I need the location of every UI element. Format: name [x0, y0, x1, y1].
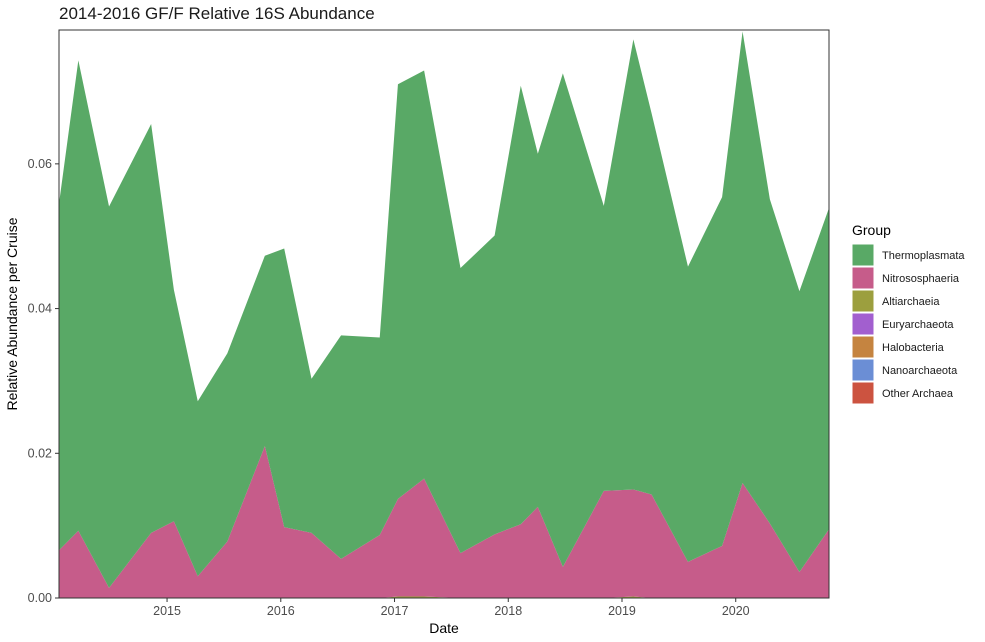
- legend-key-halobacteria: [851, 335, 875, 359]
- y-tick-label: 0.02: [28, 446, 52, 460]
- y-axis-title: Relative Abundance per Cruise: [4, 217, 20, 410]
- x-tick-label: 2015: [153, 604, 181, 618]
- y-tick-label: 0.00: [28, 591, 52, 605]
- legend-label-thermoplasmata: Thermoplasmata: [882, 250, 965, 262]
- legend: Group Thermoplasmata Nitrososphaeria Altia…: [851, 222, 965, 405]
- legend-label-altiarchaeia: Altiarchaeia: [882, 296, 940, 308]
- legend-label-halobacteria: Halobacteria: [882, 342, 945, 354]
- legend-label-nanoarchaeota: Nanoarchaeota: [882, 365, 958, 377]
- x-tick-label: 2020: [722, 604, 750, 618]
- chart-title: 2014-2016 GF/F Relative 16S Abundance: [59, 4, 375, 23]
- y-tick-label: 0.06: [28, 157, 52, 171]
- x-axis: 2015 2016 2017 2018 2019 2020: [153, 598, 750, 618]
- legend-label-nitrososphaeria: Nitrososphaeria: [882, 273, 960, 285]
- legend-label-euryarchaeota: Euryarchaeota: [882, 319, 954, 331]
- area-nitrososphaeria: [59, 446, 829, 598]
- legend-label-other-archaea: Other Archaea: [882, 388, 954, 400]
- legend-key-other-archaea: [851, 381, 875, 405]
- x-tick-label: 2016: [267, 604, 295, 618]
- plot-areas: [59, 31, 829, 598]
- legend-key-nanoarchaeota: [851, 358, 875, 382]
- y-tick-label: 0.04: [28, 302, 52, 316]
- x-tick-label: 2019: [608, 604, 636, 618]
- legend-key-nitrososphaeria: [851, 266, 875, 290]
- legend-key-altiarchaeia: [851, 289, 875, 313]
- y-axis: 0.00 0.02 0.04 0.06: [28, 157, 59, 605]
- x-tick-label: 2017: [381, 604, 409, 618]
- legend-key-euryarchaeota: [851, 312, 875, 336]
- x-tick-label: 2018: [494, 604, 522, 618]
- legend-key-thermoplasmata: [851, 243, 875, 267]
- legend-items: Thermoplasmata Nitrososphaeria Altiarchaei…: [851, 243, 965, 405]
- plot-panel-border: [58, 29, 830, 599]
- area-thermoplasmata: [59, 31, 829, 588]
- x-axis-title: Date: [429, 620, 459, 636]
- legend-title: Group: [852, 222, 891, 238]
